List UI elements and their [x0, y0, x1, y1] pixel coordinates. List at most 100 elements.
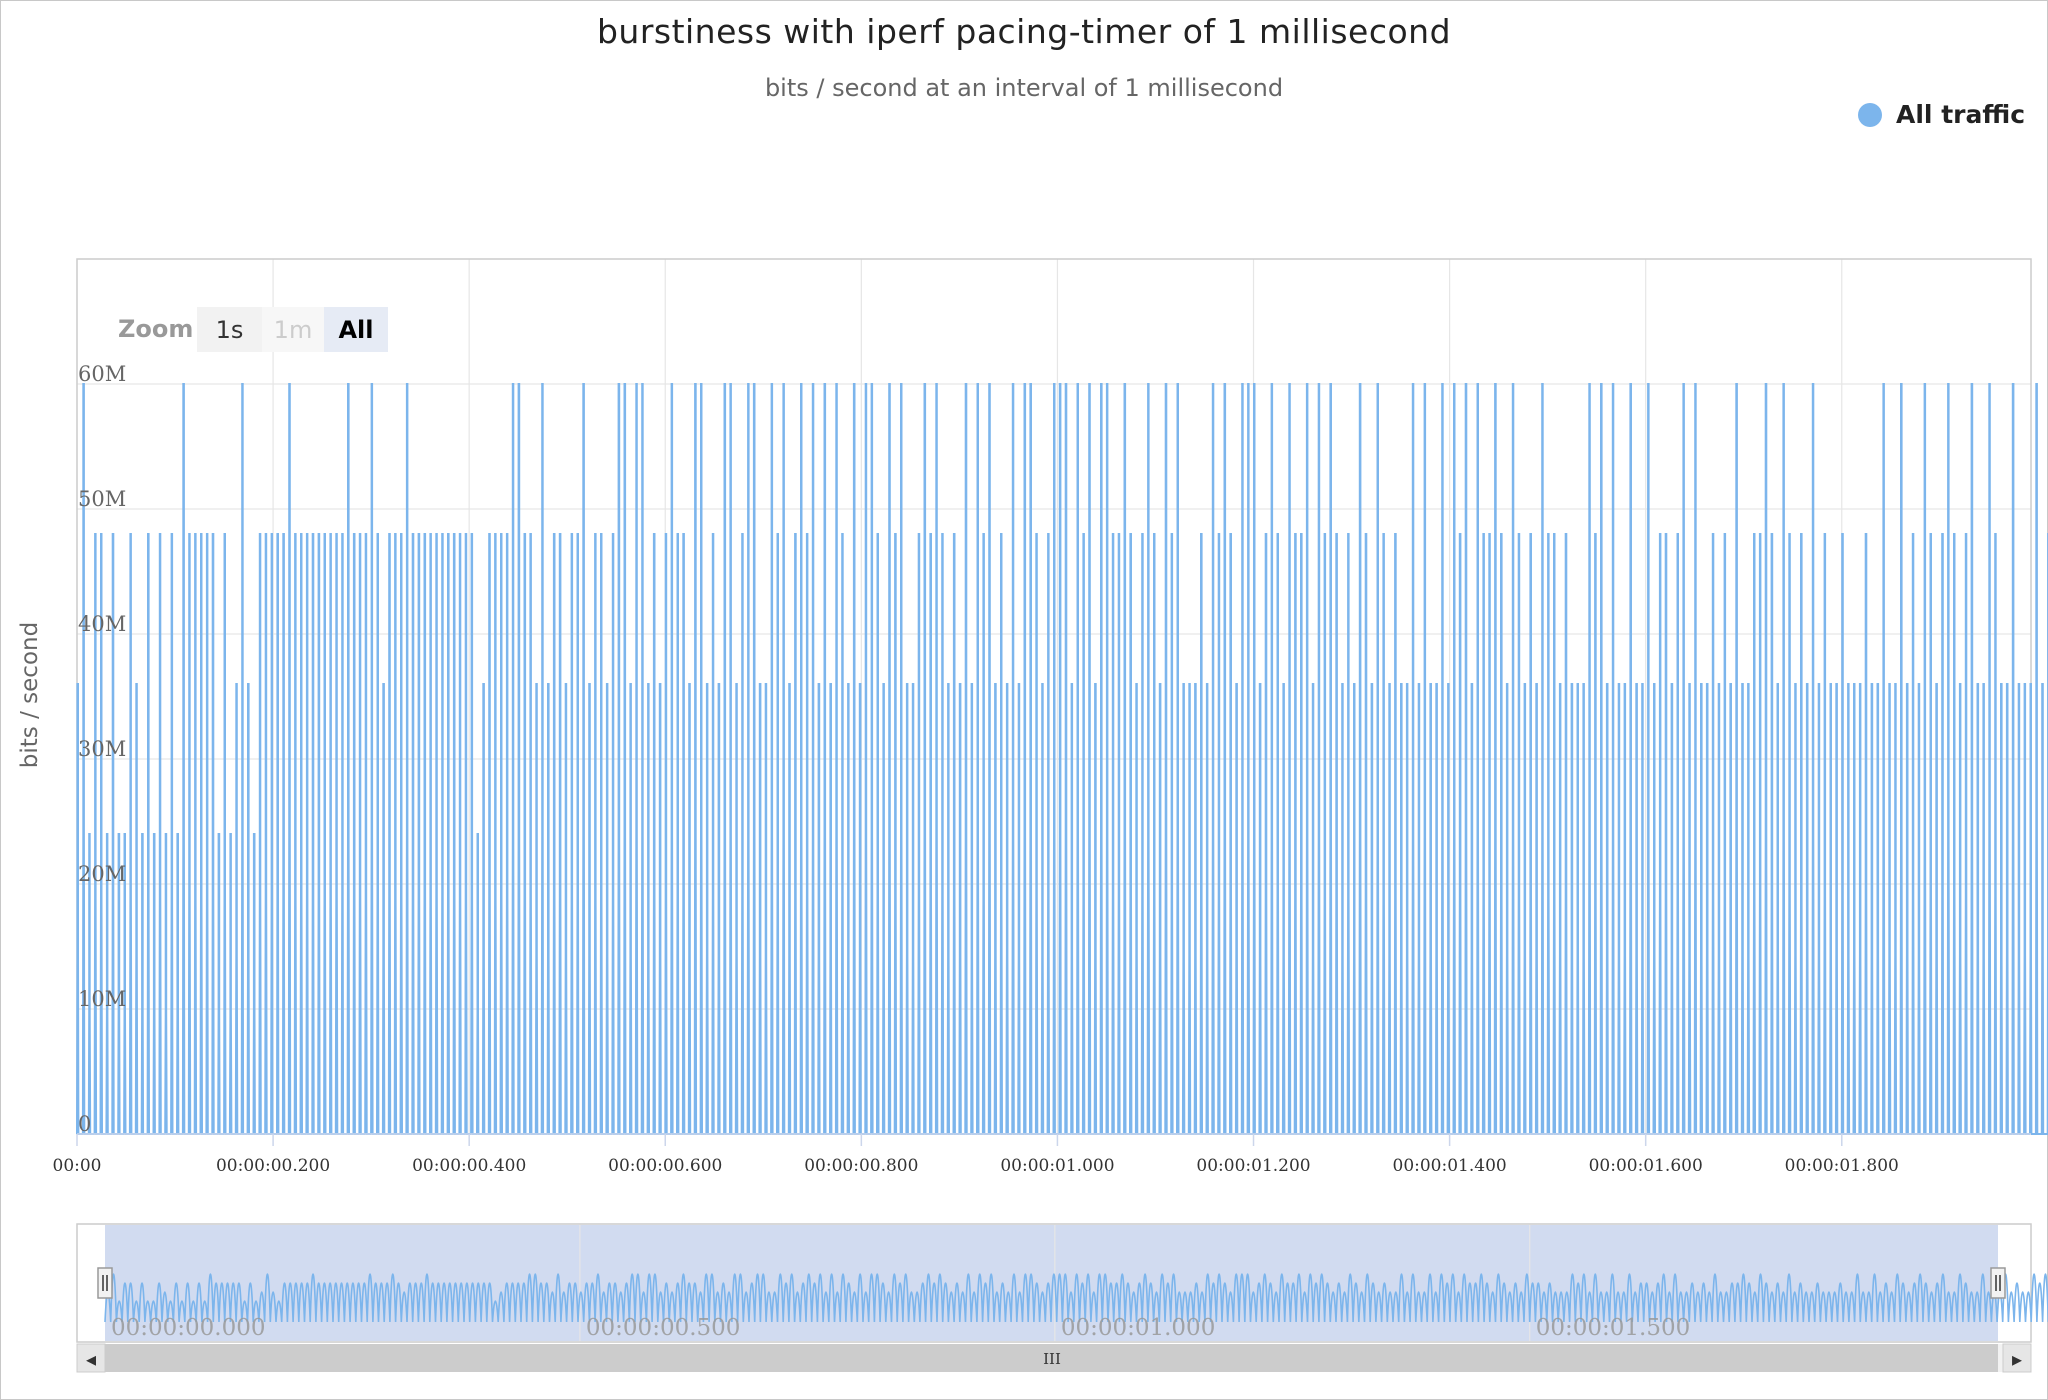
data-point[interactable]: [387, 533, 395, 1135]
data-point[interactable]: [1711, 533, 1719, 1135]
data-point[interactable]: [2031, 384, 2048, 1135]
data-point[interactable]: [1323, 533, 1330, 1135]
data-point[interactable]: [1199, 533, 1207, 1135]
data-point[interactable]: [1276, 533, 1283, 1135]
data-point[interactable]: [246, 683, 254, 1135]
data-point[interactable]: [1770, 533, 1778, 1135]
data-point[interactable]: [199, 533, 207, 1135]
navigator-handle-left[interactable]: [97, 1267, 113, 1299]
data-point[interactable]: [317, 533, 325, 1135]
scrollbar-left-button[interactable]: [76, 1343, 106, 1373]
data-point[interactable]: [929, 533, 936, 1135]
data-point[interactable]: [805, 533, 813, 1135]
data-point[interactable]: [1487, 533, 1495, 1135]
data-point[interactable]: [1299, 533, 1307, 1135]
data-point[interactable]: [446, 533, 454, 1135]
navigator-handle-right[interactable]: [1990, 1267, 2006, 1299]
data-point[interactable]: [1399, 683, 1407, 1135]
data-point[interactable]: [1340, 683, 1348, 1135]
data-point[interactable]: [2031, 684, 2048, 1135]
data-point[interactable]: [876, 533, 883, 1135]
data-point[interactable]: [758, 683, 766, 1135]
data-point[interactable]: [2029, 683, 2033, 1135]
data-point[interactable]: [281, 533, 289, 1135]
data-point[interactable]: [264, 533, 272, 1135]
data-point[interactable]: [1999, 683, 2007, 1135]
data-point[interactable]: [1040, 683, 1048, 1135]
data-point[interactable]: [1517, 533, 1525, 1135]
data-point[interactable]: [1699, 683, 1707, 1135]
data-point[interactable]: [293, 533, 301, 1135]
data-point[interactable]: [2031, 684, 2048, 1135]
data-point[interactable]: [1181, 683, 1189, 1135]
data-point[interactable]: [2031, 684, 2048, 1135]
data-point[interactable]: [429, 533, 436, 1135]
data-point[interactable]: [1964, 533, 1972, 1135]
data-point[interactable]: [1723, 533, 1730, 1135]
data-point[interactable]: [128, 533, 136, 1135]
data-point[interactable]: [1152, 533, 1160, 1135]
data-point[interactable]: [1752, 533, 1760, 1135]
data-point[interactable]: [570, 533, 577, 1135]
data-point[interactable]: [1676, 533, 1683, 1135]
data-point[interactable]: [464, 533, 472, 1135]
data-point[interactable]: [1134, 683, 1142, 1135]
scrollbar-thumb[interactable]: [105, 1344, 1998, 1372]
data-point[interactable]: [1846, 683, 1854, 1135]
data-point[interactable]: [1129, 533, 1136, 1135]
data-point[interactable]: [323, 533, 330, 1135]
data-point[interactable]: [1929, 533, 1936, 1135]
data-point[interactable]: [605, 683, 613, 1135]
data-point[interactable]: [1940, 533, 1948, 1135]
data-point[interactable]: [999, 533, 1007, 1135]
data-point[interactable]: [1499, 533, 1507, 1135]
data-point[interactable]: [228, 833, 236, 1135]
data-point[interactable]: [1887, 683, 1895, 1135]
scrollbar[interactable]: ◂ ▸ III: [76, 1343, 2032, 1373]
data-point[interactable]: [376, 533, 383, 1135]
legend-item-all-traffic[interactable]: All traffic: [1858, 100, 2025, 129]
data-point[interactable]: [576, 533, 583, 1135]
data-point[interactable]: [1264, 533, 1272, 1135]
data-point[interactable]: [2031, 534, 2048, 1135]
data-point[interactable]: [564, 683, 572, 1135]
data-point[interactable]: [1140, 533, 1148, 1135]
data-point[interactable]: [1593, 533, 1601, 1135]
data-point[interactable]: [352, 533, 360, 1135]
navigator-handle-right-box[interactable]: [1990, 1267, 2006, 1299]
data-point[interactable]: [1911, 533, 1919, 1135]
data-point[interactable]: [1823, 533, 1830, 1135]
data-point[interactable]: [981, 533, 989, 1135]
data-point[interactable]: [1381, 533, 1389, 1135]
data-point[interactable]: [364, 533, 372, 1135]
data-point[interactable]: [258, 533, 266, 1135]
data-point[interactable]: [417, 533, 425, 1135]
data-point[interactable]: [940, 533, 948, 1135]
data-point[interactable]: [329, 533, 336, 1135]
data-point[interactable]: [1634, 683, 1642, 1135]
data-point[interactable]: [358, 533, 366, 1135]
data-point[interactable]: [1117, 533, 1125, 1135]
data-point[interactable]: [740, 533, 748, 1135]
data-point[interactable]: [1393, 533, 1401, 1135]
data-point[interactable]: [1187, 683, 1195, 1135]
zoom-all-button[interactable]: All: [324, 307, 388, 352]
data-point[interactable]: [652, 533, 660, 1135]
data-point[interactable]: [2031, 384, 2048, 1135]
data-point[interactable]: [146, 533, 154, 1135]
data-point[interactable]: [440, 533, 448, 1135]
data-point[interactable]: [1799, 533, 1807, 1135]
data-point[interactable]: [1652, 683, 1660, 1135]
data-point[interactable]: [1740, 683, 1748, 1135]
data-point[interactable]: [1840, 533, 1848, 1135]
data-point[interactable]: [134, 683, 142, 1135]
data-point[interactable]: [2031, 533, 2048, 1135]
zoom-1s-button[interactable]: 1s: [197, 307, 262, 352]
data-point[interactable]: [681, 533, 689, 1135]
data-point[interactable]: [2031, 684, 2048, 1135]
data-point[interactable]: [1570, 683, 1578, 1135]
data-point[interactable]: [1529, 533, 1536, 1135]
data-point[interactable]: [299, 533, 307, 1135]
data-point[interactable]: [893, 533, 901, 1135]
data-point[interactable]: [187, 533, 195, 1135]
